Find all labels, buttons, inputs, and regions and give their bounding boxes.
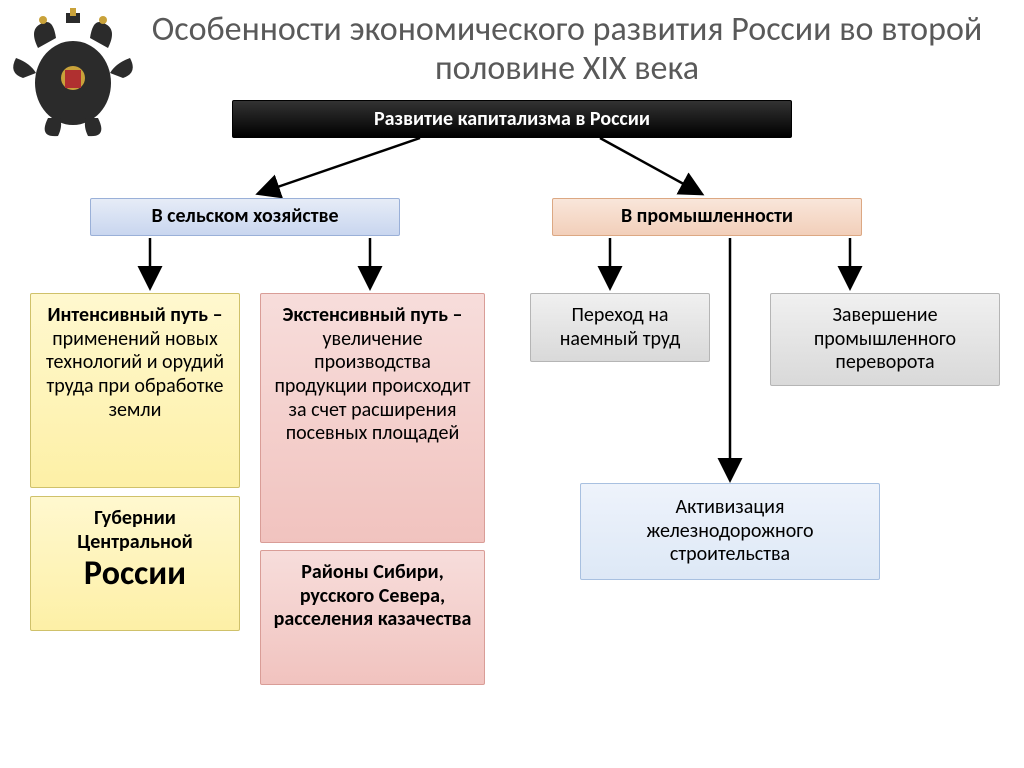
node-extensive: Экстенсивный путь – увеличение производс… bbox=[260, 293, 485, 543]
node-hired-labor: Переход на наемный труд bbox=[530, 293, 710, 362]
central-line2: Центральной bbox=[41, 531, 229, 555]
node-central-russia: Губернии Центральной России bbox=[30, 496, 240, 631]
extensive-term: Экстенсивный путь – bbox=[283, 303, 463, 327]
root-node: Развитие капитализма в России bbox=[232, 100, 792, 138]
central-line3: России bbox=[41, 554, 229, 594]
page-title: Особенности экономического развития Росс… bbox=[0, 0, 1024, 96]
intensive-term: Интенсивный путь – bbox=[47, 303, 222, 327]
central-line1: Губернии bbox=[41, 507, 229, 531]
node-railroad: Активизация железнодорожного строительст… bbox=[580, 483, 880, 580]
branch-industry: В промышленности bbox=[552, 198, 862, 236]
emblem-icon bbox=[8, 8, 138, 143]
node-siberia: Районы Сибири, русского Севера, расселен… bbox=[260, 550, 485, 685]
node-industrial-revolution: Завершение промышленного переворота bbox=[770, 293, 1000, 386]
node-intensive: Интенсивный путь – применений новых техн… bbox=[30, 293, 240, 488]
extensive-body: увеличение производства продукции происх… bbox=[275, 327, 471, 445]
intensive-body: применений новых технологий и орудий тру… bbox=[46, 327, 224, 422]
diagram-area: В сельском хозяйстве В промышленности Ин… bbox=[0, 138, 1024, 718]
branch-agriculture: В сельском хозяйстве bbox=[90, 198, 400, 236]
